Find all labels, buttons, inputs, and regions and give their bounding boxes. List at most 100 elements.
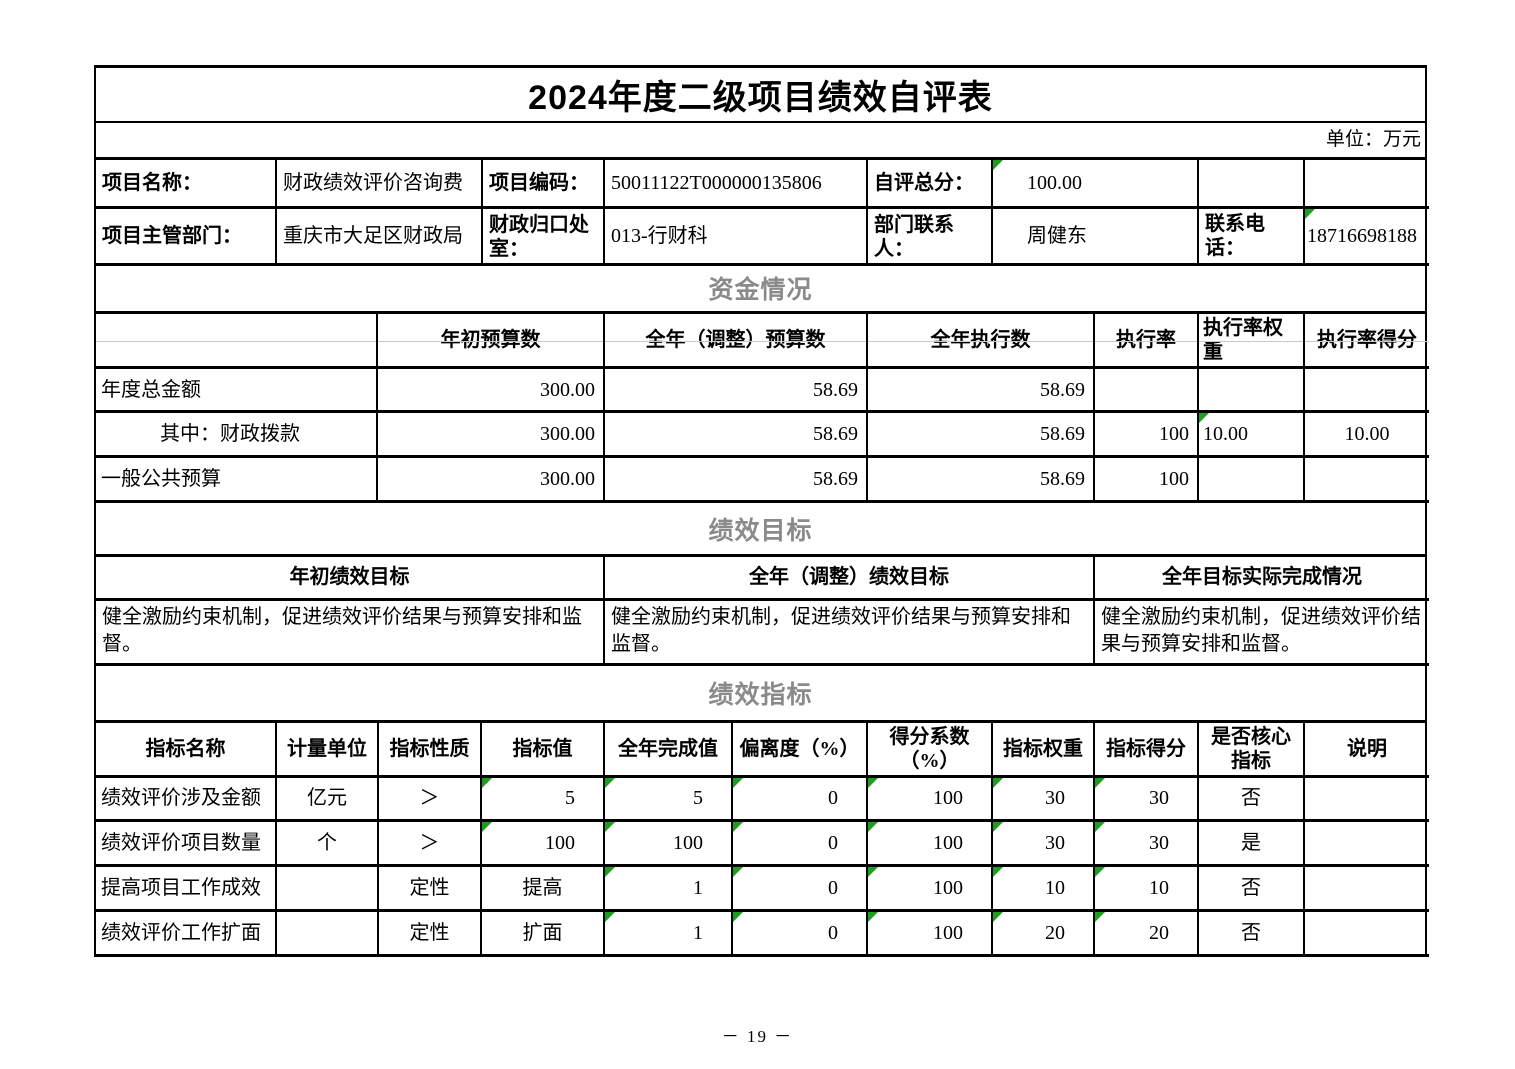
ind-header-coefficient: 得分系数（%） (867, 722, 993, 778)
project-code-value: 50011122T000000135806 (604, 160, 868, 209)
contact-value: 周健东 (992, 207, 1199, 266)
phone-label: 联系电话： (1198, 207, 1305, 266)
ind-actual: 1 (604, 910, 733, 957)
comment-triangle-icon (1095, 821, 1105, 832)
evaluation-form-sheet: 2024年度二级项目绩效自评表 单位：万元 项目名称： 财政绩效评价咨询费 项目… (94, 65, 1429, 957)
ind-header-core: 是否核心指标 (1198, 722, 1305, 778)
ind-target: 提高 (481, 865, 605, 912)
goal-initial-text: 健全激励约束机制，促进绩效评价结果与预算安排和监督。 (96, 599, 605, 666)
funds-adjusted: 58.69 (604, 456, 868, 503)
funds-adjusted: 58.69 (604, 411, 868, 458)
ind-name: 提高项目工作成效 (96, 865, 277, 912)
funds-table: 年初预算数 全年（调整）预算数 全年执行数 执行率 执行率权重 执行率得分 年度… (96, 313, 1429, 503)
funds-weight: 10.00 (1198, 411, 1305, 458)
goal-actual-text: 健全激励约束机制，促进绩效评价结果与预算安排和监督。 (1094, 599, 1429, 666)
funds-row-fiscal: 其中：财政拨款 300.00 58.69 58.69 100 10.00 10.… (96, 411, 1429, 458)
funds-header-rate: 执行率 (1094, 313, 1199, 369)
ind-unit (276, 910, 379, 957)
indicator-row: 绩效评价工作扩面 定性 扩面 1 0 100 20 20 否 (96, 910, 1429, 957)
ind-coefficient: 100 (867, 865, 993, 912)
comment-triangle-icon (733, 911, 743, 922)
ind-note (1304, 820, 1429, 867)
comment-triangle-icon (993, 866, 1003, 877)
ind-header-nature: 指标性质 (378, 722, 482, 778)
funds-row-total: 年度总金额 300.00 58.69 58.69 (96, 367, 1429, 413)
ind-nature: 定性 (378, 865, 482, 912)
section-title-funds: 资金情况 (96, 266, 1425, 314)
funds-score (1304, 367, 1429, 413)
ind-core: 否 (1198, 776, 1305, 822)
ind-core: 是 (1198, 820, 1305, 867)
comment-triangle-icon (868, 821, 878, 832)
ind-note (1304, 865, 1429, 912)
comment-triangle-icon (482, 777, 492, 788)
funds-score: 10.00 (1304, 411, 1429, 458)
comment-triangle-icon (868, 911, 878, 922)
comment-triangle-icon (605, 777, 615, 788)
comment-triangle-icon (1305, 208, 1315, 219)
ind-target: 扩面 (481, 910, 605, 957)
ind-unit: 个 (276, 820, 379, 867)
comment-triangle-icon (482, 821, 492, 832)
ind-nature: 定性 (378, 910, 482, 957)
funds-executed: 58.69 (867, 456, 1095, 503)
ind-score: 20 (1094, 910, 1199, 957)
goals-header-row: 年初绩效目标 全年（调整）绩效目标 全年目标实际完成情况 (96, 557, 1429, 601)
gridline-artifact (377, 340, 602, 342)
funds-header-initial: 年初预算数 (377, 313, 605, 369)
self-score-label: 自评总分： (867, 160, 993, 209)
comment-triangle-icon (605, 821, 615, 832)
ind-weight: 30 (992, 776, 1095, 822)
indicators-header-row: 指标名称 计量单位 指标性质 指标值 全年完成值 偏离度（%） 得分系数（%） … (96, 722, 1429, 778)
funds-weight (1198, 456, 1305, 503)
comment-triangle-icon (868, 866, 878, 877)
empty-cell (1198, 160, 1305, 209)
page-number: － 19 － (721, 1027, 794, 1046)
ind-target: 5 (481, 776, 605, 822)
ind-score: 30 (1094, 776, 1199, 822)
comment-triangle-icon (993, 911, 1003, 922)
comment-triangle-icon (733, 821, 743, 832)
project-name-value: 财政绩效评价咨询费 (276, 160, 483, 209)
comment-triangle-icon (1095, 866, 1105, 877)
comment-triangle-icon (1095, 911, 1105, 922)
ind-weight: 20 (992, 910, 1095, 957)
comment-triangle-icon (993, 821, 1003, 832)
empty-cell (1304, 160, 1429, 209)
ind-nature: ＞ (378, 776, 482, 822)
ind-coefficient: 100 (867, 820, 993, 867)
ind-name: 绩效评价涉及金额 (96, 776, 277, 822)
goals-header-adjusted: 全年（调整）绩效目标 (604, 557, 1095, 601)
funds-rate: 100 (1094, 411, 1199, 458)
ind-weight: 30 (992, 820, 1095, 867)
ind-deviation: 0 (732, 910, 868, 957)
self-score-value: 100.00 (992, 160, 1199, 209)
goals-content-row: 健全激励约束机制，促进绩效评价结果与预算安排和监督。 健全激励约束机制，促进绩效… (96, 599, 1429, 666)
comment-triangle-icon (993, 777, 1003, 788)
comment-triangle-icon (605, 866, 615, 877)
funds-row-label: 其中：财政拨款 (96, 411, 378, 458)
gridline-artifact (1094, 340, 1196, 342)
goal-adjusted-text: 健全激励约束机制，促进绩效评价结果与预算安排和监督。 (604, 599, 1095, 666)
comment-triangle-icon (733, 866, 743, 877)
gridline-artifact (1304, 340, 1429, 342)
form-title: 2024年度二级项目绩效自评表 (96, 68, 1425, 123)
ind-header-name: 指标名称 (96, 722, 277, 778)
funds-initial: 300.00 (377, 456, 605, 503)
ind-header-unit: 计量单位 (276, 722, 379, 778)
ind-deviation: 0 (732, 820, 868, 867)
ind-unit (276, 865, 379, 912)
ind-actual: 5 (604, 776, 733, 822)
ind-header-note: 说明 (1304, 722, 1429, 778)
funds-score (1304, 456, 1429, 503)
contact-label: 部门联系人： (867, 207, 993, 266)
ind-actual: 1 (604, 865, 733, 912)
goals-table: 年初绩效目标 全年（调整）绩效目标 全年目标实际完成情况 健全激励约束机制，促进… (96, 557, 1429, 666)
ind-unit: 亿元 (276, 776, 379, 822)
funds-row-label: 一般公共预算 (96, 456, 378, 503)
comment-triangle-icon (1095, 777, 1105, 788)
comment-triangle-icon (993, 160, 1003, 170)
comment-triangle-icon (868, 777, 878, 788)
dept-value: 重庆市大足区财政局 (276, 207, 483, 266)
ind-header-actual: 全年完成值 (604, 722, 733, 778)
